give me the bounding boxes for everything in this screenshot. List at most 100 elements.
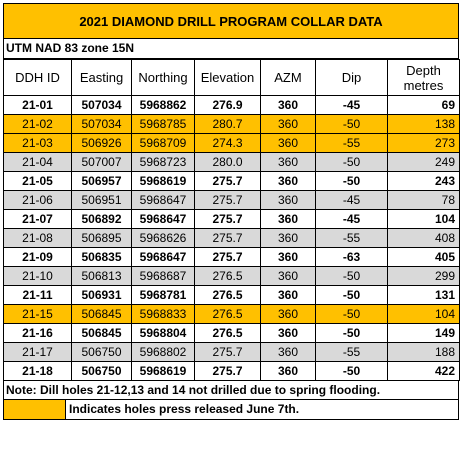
cell-depth: 104: [387, 304, 460, 324]
cell-depth: 149: [387, 323, 460, 343]
cell-elevation: 276.5: [194, 285, 261, 305]
cell-azm: 360: [260, 342, 316, 362]
cell-dip: -50: [315, 304, 388, 324]
cell-id: 21-01: [3, 95, 72, 115]
cell-easting: 506931: [71, 285, 132, 305]
cell-depth: 422: [387, 361, 460, 381]
cell-elevation: 280.0: [194, 152, 261, 172]
table-title: 2021 DIAMOND DRILL PROGRAM COLLAR DATA: [3, 3, 459, 39]
table-row: 21-06 506951 5968647 275.7 360 -45 78: [3, 190, 460, 210]
header-depth: Depth metres: [387, 59, 460, 96]
cell-easting: 506750: [71, 361, 132, 381]
header-azm: AZM: [260, 59, 316, 96]
cell-azm: 360: [260, 95, 316, 115]
cell-elevation: 276.5: [194, 323, 261, 343]
cell-depth: 249: [387, 152, 460, 172]
legend-swatch: [4, 400, 66, 419]
cell-depth: 69: [387, 95, 460, 115]
cell-id: 21-15: [3, 304, 72, 324]
cell-elevation: 275.7: [194, 342, 261, 362]
cell-easting: 506892: [71, 209, 132, 229]
cell-easting: 506951: [71, 190, 132, 210]
cell-northing: 5968647: [131, 190, 195, 210]
header-northing: Northing: [131, 59, 195, 96]
cell-id: 21-02: [3, 114, 72, 134]
table-row: 21-07 506892 5968647 275.7 360 -45 104: [3, 209, 460, 229]
cell-elevation: 276.5: [194, 266, 261, 286]
table-row: 21-08 506895 5968626 275.7 360 -55 408: [3, 228, 460, 248]
cell-azm: 360: [260, 190, 316, 210]
cell-depth: 104: [387, 209, 460, 229]
cell-easting: 506845: [71, 323, 132, 343]
cell-dip: -50: [315, 114, 388, 134]
cell-id: 21-04: [3, 152, 72, 172]
flooding-note: Note: Dill holes 21-12,13 and 14 not dri…: [3, 381, 459, 400]
table-row: 21-03 506926 5968709 274.3 360 -55 273: [3, 133, 460, 153]
cell-elevation: 280.7: [194, 114, 261, 134]
cell-dip: -45: [315, 190, 388, 210]
cell-elevation: 274.3: [194, 133, 261, 153]
cell-azm: 360: [260, 133, 316, 153]
cell-easting: 507007: [71, 152, 132, 172]
legend-text: Indicates holes press released June 7th.: [69, 402, 300, 416]
cell-elevation: 275.7: [194, 361, 261, 381]
cell-depth: 408: [387, 228, 460, 248]
cell-azm: 360: [260, 285, 316, 305]
cell-northing: 5968647: [131, 209, 195, 229]
table-row: 21-01 507034 5968862 276.9 360 -45 69: [3, 95, 460, 115]
cell-azm: 360: [260, 114, 316, 134]
cell-azm: 360: [260, 171, 316, 191]
table-row: 21-02 507034 5968785 280.7 360 -50 138: [3, 114, 460, 134]
cell-elevation: 275.7: [194, 171, 261, 191]
cell-dip: -50: [315, 361, 388, 381]
cell-azm: 360: [260, 247, 316, 267]
cell-dip: -45: [315, 209, 388, 229]
cell-azm: 360: [260, 209, 316, 229]
cell-dip: -45: [315, 95, 388, 115]
cell-id: 21-17: [3, 342, 72, 362]
cell-easting: 506845: [71, 304, 132, 324]
cell-easting: 506895: [71, 228, 132, 248]
cell-easting: 507034: [71, 95, 132, 115]
cell-easting: 506750: [71, 342, 132, 362]
cell-northing: 5968709: [131, 133, 195, 153]
cell-azm: 360: [260, 304, 316, 324]
cell-easting: 506813: [71, 266, 132, 286]
cell-depth: 243: [387, 171, 460, 191]
cell-elevation: 275.7: [194, 247, 261, 267]
cell-northing: 5968723: [131, 152, 195, 172]
table-row: 21-17 506750 5968802 275.7 360 -55 188: [3, 342, 460, 362]
cell-northing: 5968785: [131, 114, 195, 134]
cell-azm: 360: [260, 361, 316, 381]
cell-elevation: 276.9: [194, 95, 261, 115]
header-row: DDH ID Easting Northing Elevation AZM Di…: [3, 59, 460, 96]
cell-northing: 5968833: [131, 304, 195, 324]
cell-dip: -55: [315, 342, 388, 362]
cell-depth: 405: [387, 247, 460, 267]
cell-northing: 5968804: [131, 323, 195, 343]
cell-dip: -50: [315, 171, 388, 191]
header-ddh-id: DDH ID: [3, 59, 72, 96]
cell-azm: 360: [260, 323, 316, 343]
cell-easting: 507034: [71, 114, 132, 134]
coordinate-system-label: UTM NAD 83 zone 15N: [3, 39, 459, 59]
cell-dip: -50: [315, 285, 388, 305]
cell-elevation: 275.7: [194, 228, 261, 248]
table-row: 21-09 506835 5968647 275.7 360 -63 405: [3, 247, 460, 267]
cell-id: 21-11: [3, 285, 72, 305]
table-row: 21-16 506845 5968804 276.5 360 -50 149: [3, 323, 460, 343]
cell-dip: -50: [315, 266, 388, 286]
table-row: 21-10 506813 5968687 276.5 360 -50 299: [3, 266, 460, 286]
cell-id: 21-03: [3, 133, 72, 153]
header-easting: Easting: [71, 59, 132, 96]
cell-northing: 5968687: [131, 266, 195, 286]
cell-id: 21-08: [3, 228, 72, 248]
cell-id: 21-07: [3, 209, 72, 229]
cell-dip: -50: [315, 152, 388, 172]
cell-northing: 5968619: [131, 171, 195, 191]
header-dip: Dip: [315, 59, 388, 96]
cell-dip: -55: [315, 133, 388, 153]
cell-depth: 273: [387, 133, 460, 153]
cell-depth: 138: [387, 114, 460, 134]
table-row: 21-05 506957 5968619 275.7 360 -50 243: [3, 171, 460, 191]
